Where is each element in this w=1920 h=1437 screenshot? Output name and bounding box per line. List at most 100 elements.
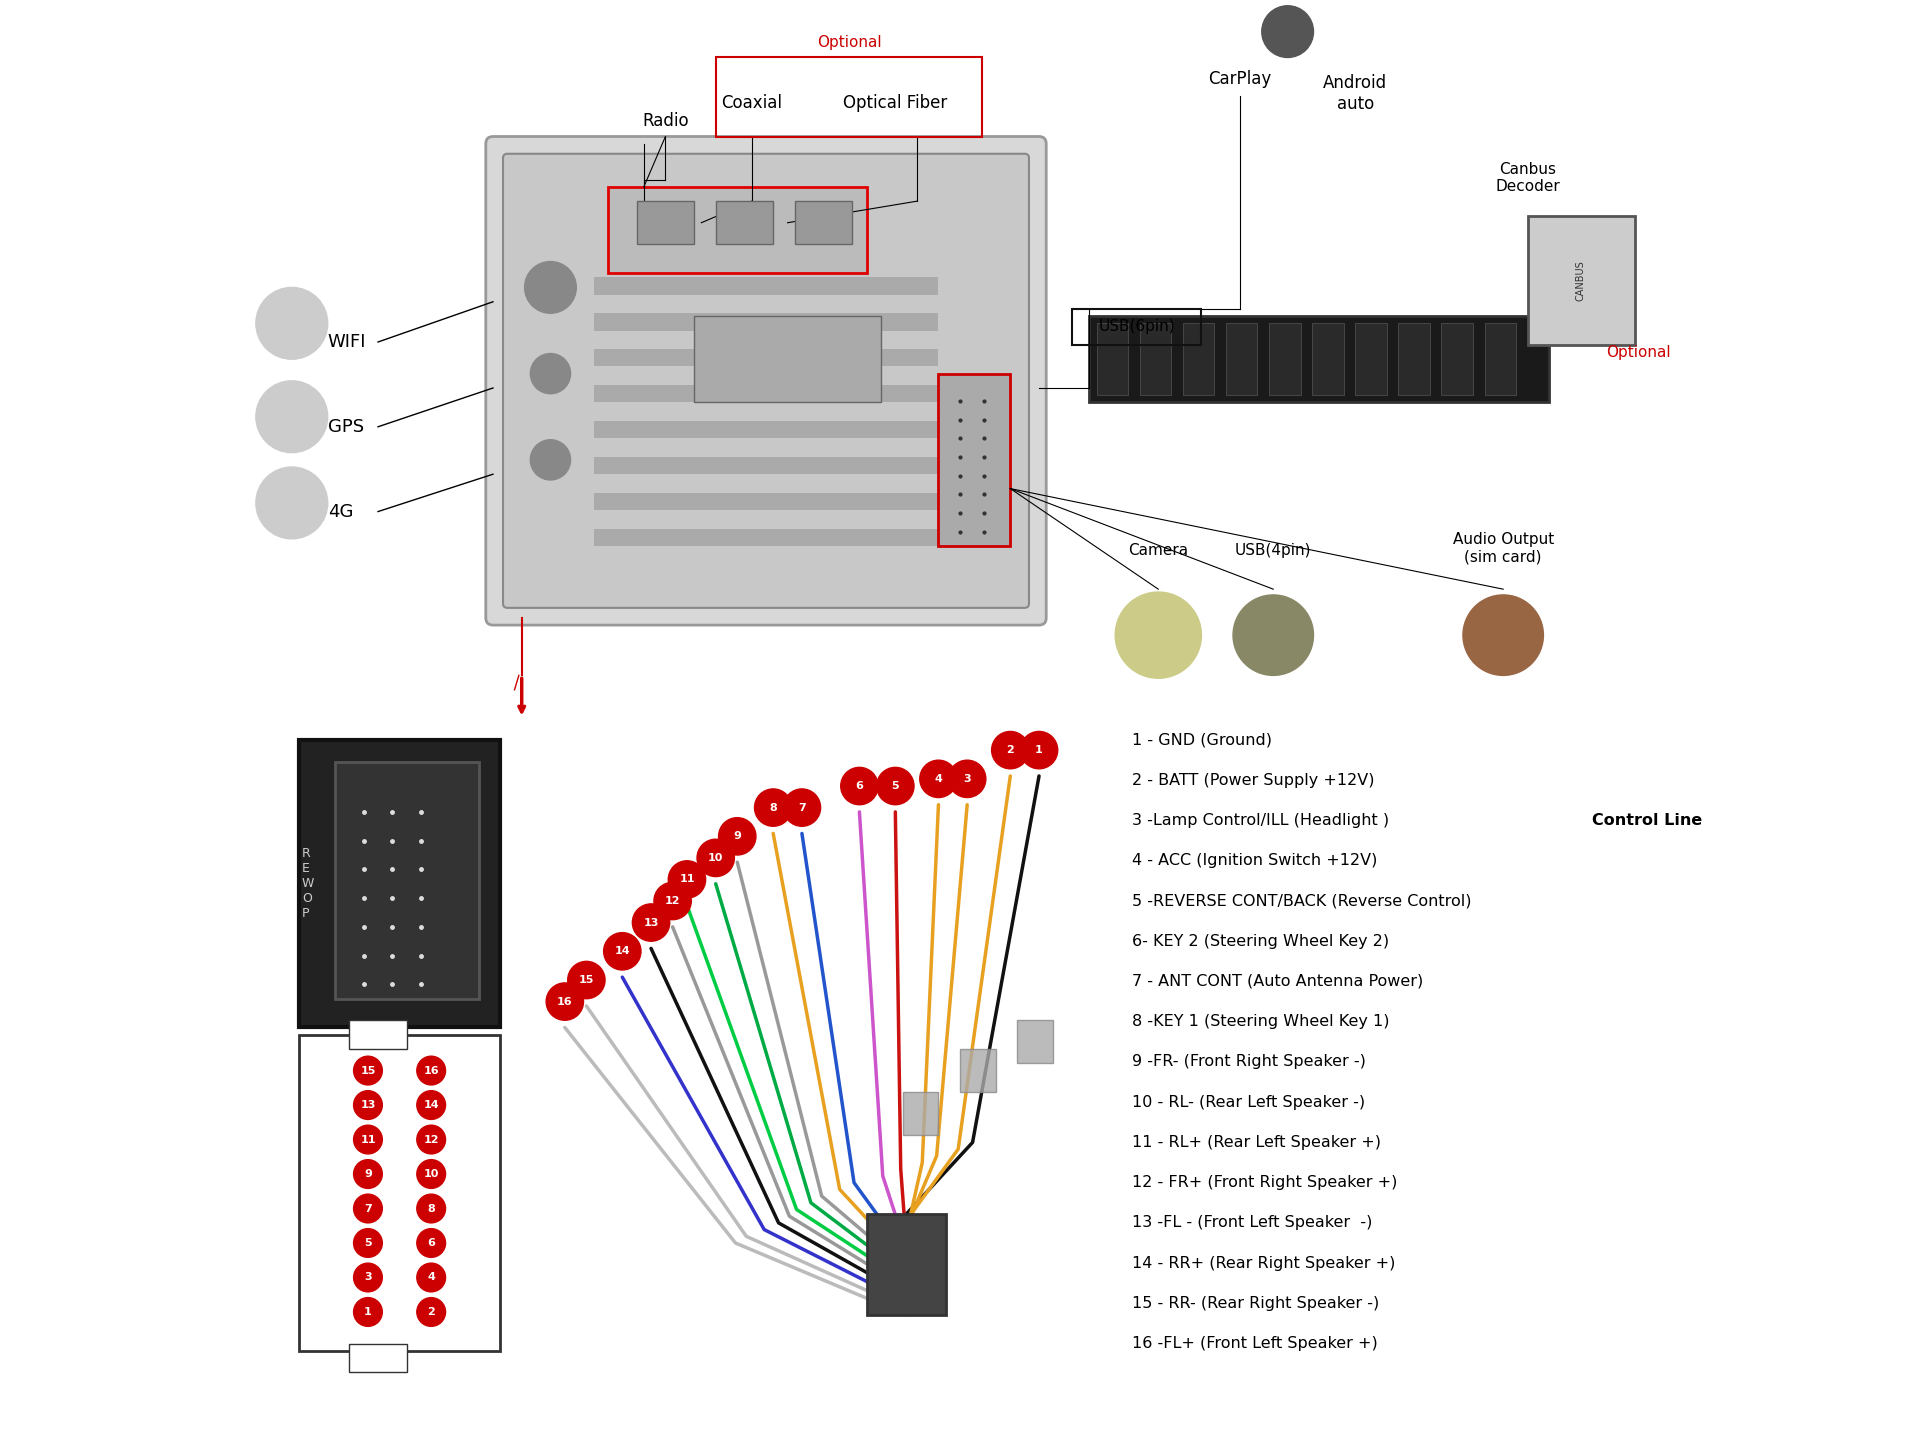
Bar xyxy=(1089,316,1549,402)
Text: 12: 12 xyxy=(424,1135,440,1144)
Text: 1 - GND (Ground): 1 - GND (Ground) xyxy=(1133,733,1273,747)
Text: Control Line: Control Line xyxy=(1592,813,1703,828)
Bar xyxy=(1140,323,1171,395)
Bar xyxy=(716,201,774,244)
Circle shape xyxy=(353,1091,382,1119)
Text: USB(4pin): USB(4pin) xyxy=(1235,543,1311,558)
Bar xyxy=(795,201,852,244)
Text: Camera: Camera xyxy=(1129,543,1188,558)
Text: Optional: Optional xyxy=(818,36,881,50)
Bar xyxy=(609,187,866,273)
Circle shape xyxy=(255,287,328,359)
Text: 14 - RR+ (Rear Right Speaker +): 14 - RR+ (Rear Right Speaker +) xyxy=(1133,1256,1396,1270)
Text: 9: 9 xyxy=(365,1170,372,1178)
Text: WIFI: WIFI xyxy=(328,333,367,351)
Text: 3 -Lamp Control/ILL (Headlight ): 3 -Lamp Control/ILL (Headlight ) xyxy=(1133,813,1390,828)
Text: 10: 10 xyxy=(424,1170,440,1178)
Bar xyxy=(1442,323,1473,395)
Bar xyxy=(1225,323,1258,395)
Bar xyxy=(902,1092,939,1135)
Text: Coaxial: Coaxial xyxy=(722,95,781,112)
Text: CANBUS: CANBUS xyxy=(1576,260,1586,300)
Circle shape xyxy=(1463,595,1544,675)
Text: 5 -REVERSE CONT/BACK (Reverse Control): 5 -REVERSE CONT/BACK (Reverse Control) xyxy=(1133,894,1473,908)
Text: Optical Fiber: Optical Fiber xyxy=(843,95,947,112)
Circle shape xyxy=(353,1125,382,1154)
Bar xyxy=(593,421,939,438)
Text: Radio: Radio xyxy=(641,112,689,129)
Text: CarPlay: CarPlay xyxy=(1208,70,1271,88)
Circle shape xyxy=(255,467,328,539)
Text: 16 -FL+ (Front Left Speaker +): 16 -FL+ (Front Left Speaker +) xyxy=(1133,1336,1379,1351)
Text: 2: 2 xyxy=(428,1308,436,1316)
Circle shape xyxy=(877,767,914,805)
Text: 12: 12 xyxy=(664,897,680,905)
Circle shape xyxy=(755,789,791,826)
Text: 1: 1 xyxy=(1035,746,1043,754)
Text: 1: 1 xyxy=(365,1308,372,1316)
Text: 10: 10 xyxy=(708,854,724,862)
Text: 9 -FR- (Front Right Speaker -): 9 -FR- (Front Right Speaker -) xyxy=(1133,1055,1367,1069)
Text: Canbus
Decoder: Canbus Decoder xyxy=(1496,161,1559,194)
Circle shape xyxy=(655,882,691,920)
Text: 15 - RR- (Rear Right Speaker -): 15 - RR- (Rear Right Speaker -) xyxy=(1133,1296,1380,1311)
Text: 4 - ACC (Ignition Switch +12V): 4 - ACC (Ignition Switch +12V) xyxy=(1133,854,1379,868)
Bar xyxy=(1269,323,1300,395)
Bar xyxy=(349,1020,407,1049)
Text: 10 - RL- (Rear Left Speaker -): 10 - RL- (Rear Left Speaker -) xyxy=(1133,1095,1365,1109)
Bar xyxy=(1183,323,1213,395)
FancyBboxPatch shape xyxy=(486,137,1046,625)
Bar xyxy=(593,529,939,546)
Text: 8 -KEY 1 (Steering Wheel Key 1): 8 -KEY 1 (Steering Wheel Key 1) xyxy=(1133,1015,1390,1029)
Bar xyxy=(349,1344,407,1372)
Bar xyxy=(593,277,939,295)
Bar xyxy=(1311,323,1344,395)
Bar xyxy=(593,457,939,474)
Bar xyxy=(300,740,499,1027)
Text: Android
auto: Android auto xyxy=(1323,73,1388,114)
Circle shape xyxy=(530,354,570,394)
Text: 8: 8 xyxy=(428,1204,436,1213)
Text: 4: 4 xyxy=(428,1273,436,1282)
Text: 13: 13 xyxy=(643,918,659,927)
Circle shape xyxy=(417,1194,445,1223)
Bar xyxy=(334,762,478,999)
Text: 6: 6 xyxy=(428,1239,436,1247)
Circle shape xyxy=(841,767,877,805)
Text: 4G: 4G xyxy=(328,503,353,520)
Bar xyxy=(637,201,695,244)
Text: 11: 11 xyxy=(680,875,695,884)
Bar xyxy=(593,385,939,402)
Bar xyxy=(866,1214,947,1315)
Circle shape xyxy=(524,262,576,313)
Text: 2: 2 xyxy=(1006,746,1014,754)
Text: 6- KEY 2 (Steering Wheel Key 2): 6- KEY 2 (Steering Wheel Key 2) xyxy=(1133,934,1390,948)
FancyBboxPatch shape xyxy=(503,154,1029,608)
Circle shape xyxy=(991,731,1029,769)
Bar xyxy=(1528,216,1636,345)
Text: 11: 11 xyxy=(361,1135,376,1144)
Circle shape xyxy=(603,933,641,970)
Circle shape xyxy=(783,789,820,826)
Circle shape xyxy=(353,1298,382,1326)
Circle shape xyxy=(353,1160,382,1188)
Bar xyxy=(1018,1020,1054,1063)
Bar xyxy=(960,1049,996,1092)
Bar xyxy=(593,493,939,510)
Bar xyxy=(716,57,981,137)
Text: Audio Output
(sim card): Audio Output (sim card) xyxy=(1453,532,1553,565)
Text: 5: 5 xyxy=(365,1239,372,1247)
Circle shape xyxy=(353,1229,382,1257)
Circle shape xyxy=(920,760,958,798)
Text: 5: 5 xyxy=(891,782,899,790)
Circle shape xyxy=(353,1194,382,1223)
Bar xyxy=(1484,323,1517,395)
Circle shape xyxy=(530,440,570,480)
Bar xyxy=(1071,309,1202,345)
Text: R
E
W
O
P: R E W O P xyxy=(301,848,315,920)
Text: 3: 3 xyxy=(964,775,972,783)
Text: 7: 7 xyxy=(799,803,806,812)
Bar xyxy=(939,374,1010,546)
Circle shape xyxy=(417,1298,445,1326)
Circle shape xyxy=(1020,731,1058,769)
